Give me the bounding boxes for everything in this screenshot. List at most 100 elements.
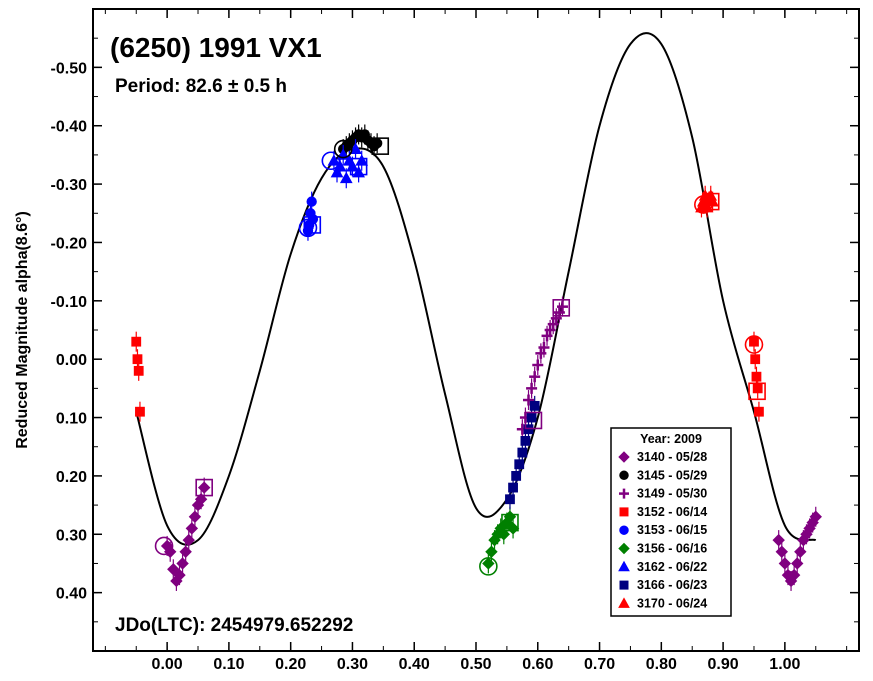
series-3: [516, 296, 568, 440]
x-tick-label: 0.10: [213, 656, 244, 673]
data-point: [349, 142, 362, 154]
data-point: [197, 481, 211, 494]
x-tick-label: 0.30: [337, 656, 368, 673]
data-point: [306, 196, 317, 207]
x-tick-label: 0.20: [275, 656, 306, 673]
y-tick-label: -0.40: [51, 119, 88, 136]
data-point: [505, 494, 515, 505]
legend-marker: [619, 470, 629, 481]
open-marker: [552, 299, 571, 317]
chart-footer: JDo(LTC): 2454979.652292: [115, 615, 353, 636]
legend-entries: 3140 - 05/28 3145 - 05/29 3149 - 05/30 3152…: [618, 450, 707, 610]
series-4: [131, 331, 764, 422]
legend-box: [610, 427, 732, 617]
data-point: [135, 406, 145, 417]
data-point: [529, 371, 541, 383]
data-point: [514, 459, 525, 470]
legend-marker: [619, 507, 629, 517]
legend-entry-8: 3166 - 06/23: [619, 578, 707, 592]
data-point: [523, 394, 535, 406]
legend-marker: [618, 451, 630, 463]
data-point: [751, 371, 762, 382]
legend-marker: [619, 525, 629, 535]
data-points-layer: [131, 124, 822, 591]
legend-label: 3152 - 06/14: [637, 505, 707, 519]
x-tick-label: 0.60: [522, 656, 553, 673]
legend-entry-9: 3170 - 06/24: [618, 596, 707, 610]
legend-title: Year: 2009: [640, 432, 702, 446]
data-point: [750, 354, 761, 365]
data-point: [532, 359, 544, 371]
y-tick-label: -0.10: [51, 294, 88, 311]
data-point: [371, 138, 383, 149]
legend-marker: [619, 580, 629, 590]
data-point: [754, 406, 764, 417]
legend-label: 3153 - 06/15: [637, 523, 707, 537]
data-point: [508, 482, 518, 493]
y-axis-label: Reduced Magnitude alpha(8.6°): [14, 211, 31, 449]
x-tick-label: 0.90: [708, 656, 739, 673]
plot-frame: [92, 8, 860, 652]
data-point: [749, 336, 759, 347]
data-point: [346, 160, 359, 172]
legend-entry-7: 3162 - 06/22: [618, 560, 707, 574]
data-point: [706, 195, 719, 207]
data-point: [355, 154, 369, 166]
series-8: [505, 395, 540, 510]
data-point: [529, 400, 540, 411]
data-point: [752, 383, 763, 394]
x-tick-label: 0.00: [152, 656, 183, 673]
x-tick-label: 0.80: [646, 656, 677, 673]
legend-marker: [618, 560, 630, 572]
y-tick-label: 0.40: [56, 586, 87, 603]
chart-title: (6250) 1991 VX1: [110, 32, 322, 63]
y-tick-label: -0.30: [51, 177, 88, 194]
y-tick-label: 0.00: [56, 352, 87, 369]
legend-label: 3162 - 06/22: [637, 560, 707, 574]
data-point: [339, 171, 353, 184]
data-point: [809, 510, 822, 523]
open-marker: [371, 137, 390, 155]
data-point: [511, 471, 522, 481]
data-point: [132, 354, 143, 365]
open-marker: [744, 335, 764, 354]
legend-marker: [618, 542, 630, 555]
data-point: [526, 382, 538, 394]
y-tick-label: -0.20: [51, 235, 88, 252]
data-point: [133, 365, 144, 376]
open-marker: [333, 139, 353, 159]
legend-entry-4: 3152 - 06/14: [619, 505, 707, 519]
legend-marker: [618, 597, 630, 608]
open-marker: [321, 151, 341, 171]
axes: 0.00 0.10 0.20 0.30 0.40 0.50 0.60 0.70 0.80 0.90…: [51, 9, 859, 673]
legend-entry-3: 3149 - 05/30: [619, 487, 707, 501]
x-tick-label: 0.50: [460, 656, 491, 673]
y-tick-label: 0.10: [56, 411, 87, 428]
legend-label: 3149 - 05/30: [637, 487, 707, 501]
open-markers-layer: [154, 137, 766, 576]
open-marker: [524, 411, 543, 430]
open-marker: [195, 478, 213, 497]
data-point: [556, 301, 568, 313]
legend-entry-6: 3156 - 06/16: [618, 542, 707, 556]
open-marker: [303, 216, 322, 234]
open-marker: [298, 218, 318, 238]
data-point: [517, 447, 528, 458]
open-marker: [479, 557, 498, 576]
x-tick-label: 0.40: [399, 656, 430, 673]
x-tick-label: 0.70: [584, 656, 615, 673]
x-tick-label: 1.00: [769, 656, 800, 673]
legend-label: 3166 - 06/23: [637, 578, 707, 592]
data-point: [538, 342, 550, 354]
y-tick-label: -0.50: [51, 60, 88, 77]
series-1: [160, 477, 822, 591]
legend-entry-1: 3140 - 05/28: [618, 450, 707, 464]
open-marker: [154, 536, 174, 556]
legend-label: 3170 - 06/24: [637, 596, 707, 610]
legend-marker: [619, 488, 629, 499]
legend-label: 3156 - 06/16: [637, 542, 707, 556]
legend-label: 3145 - 05/29: [637, 468, 707, 482]
legend-entry-2: 3145 - 05/29: [619, 468, 707, 482]
chart-subtitle: Period: 82.6 ± 0.5 h: [115, 76, 287, 97]
